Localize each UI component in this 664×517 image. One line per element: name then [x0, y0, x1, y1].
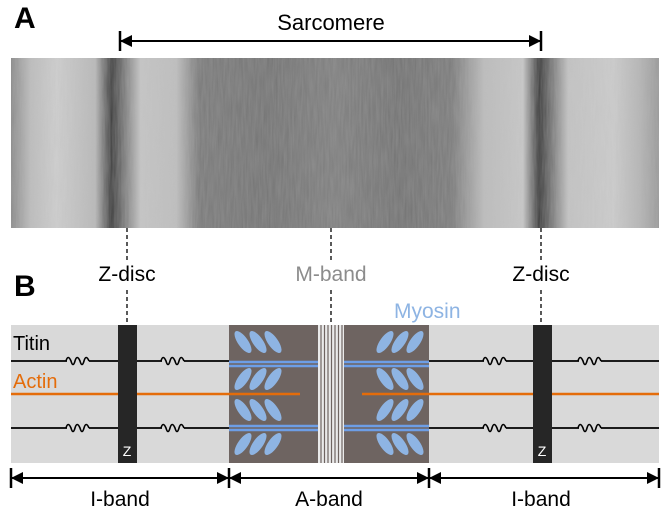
z-disc-left-label: Z-disc	[98, 263, 155, 286]
z-disc-right	[533, 325, 552, 463]
band-span-arrows	[9, 468, 661, 488]
z-disc-right-letter: Z	[538, 443, 547, 459]
guide-lines	[126, 228, 542, 326]
m-band-lines	[318, 325, 344, 463]
panel-a-letter: A	[14, 2, 36, 35]
actin-label: Actin	[13, 371, 57, 393]
myosin-heads	[234, 330, 424, 456]
m-band-label: M-band	[295, 263, 366, 286]
z-disc-left	[118, 325, 137, 463]
sarcomere-label: Sarcomere	[277, 10, 385, 35]
i-band-right-label: I-band	[511, 488, 571, 511]
panel-b-letter: B	[14, 270, 36, 303]
z-disc-left-letter: Z	[123, 443, 132, 459]
titin-label: Titin	[13, 333, 50, 355]
a-band-label: A-band	[295, 488, 363, 511]
myosin-label: Myosin	[394, 300, 461, 323]
z-disc-right-label: Z-disc	[512, 263, 569, 286]
i-band-left-label: I-band	[90, 488, 150, 511]
sarcomere-span-arrow	[118, 31, 543, 51]
em-micrograph	[11, 58, 659, 228]
myosin-filaments	[229, 360, 429, 432]
